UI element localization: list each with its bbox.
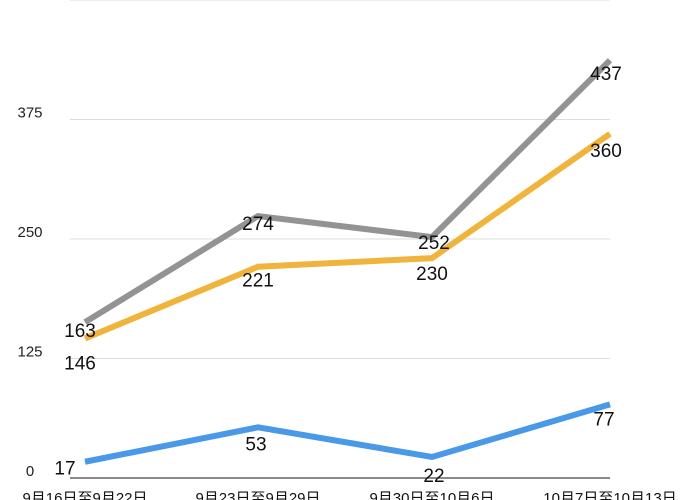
data-label: 53 <box>245 434 266 455</box>
x-tick-label: 9月16日至9月22日 <box>22 490 147 500</box>
x-tick-label: 9月30日至10月6日 <box>369 490 494 500</box>
data-label: 274 <box>242 214 274 235</box>
data-label: 221 <box>242 271 274 292</box>
y-tick-label: 500 <box>17 0 42 2</box>
x-tick-label: 9月23日至9月29日 <box>195 490 320 500</box>
data-label: 77 <box>593 409 614 430</box>
series-line-2 <box>84 401 611 465</box>
y-tick-label: 250 <box>17 224 42 241</box>
data-label: 437 <box>590 64 622 85</box>
y-tick-label: 0 <box>26 463 34 480</box>
data-label: 360 <box>590 141 622 162</box>
data-label: 22 <box>423 466 444 487</box>
y-tick-label: 125 <box>17 344 42 361</box>
data-label: 252 <box>418 233 450 254</box>
x-tick-label: 10月7日至10月13日 <box>543 490 676 500</box>
series-line-0 <box>83 58 613 325</box>
data-label: 17 <box>54 459 75 480</box>
data-label: 230 <box>416 264 448 285</box>
series-line-1 <box>83 131 612 342</box>
y-tick-label: 375 <box>17 105 42 122</box>
data-label: 163 <box>64 321 96 342</box>
data-label: 146 <box>64 353 96 374</box>
